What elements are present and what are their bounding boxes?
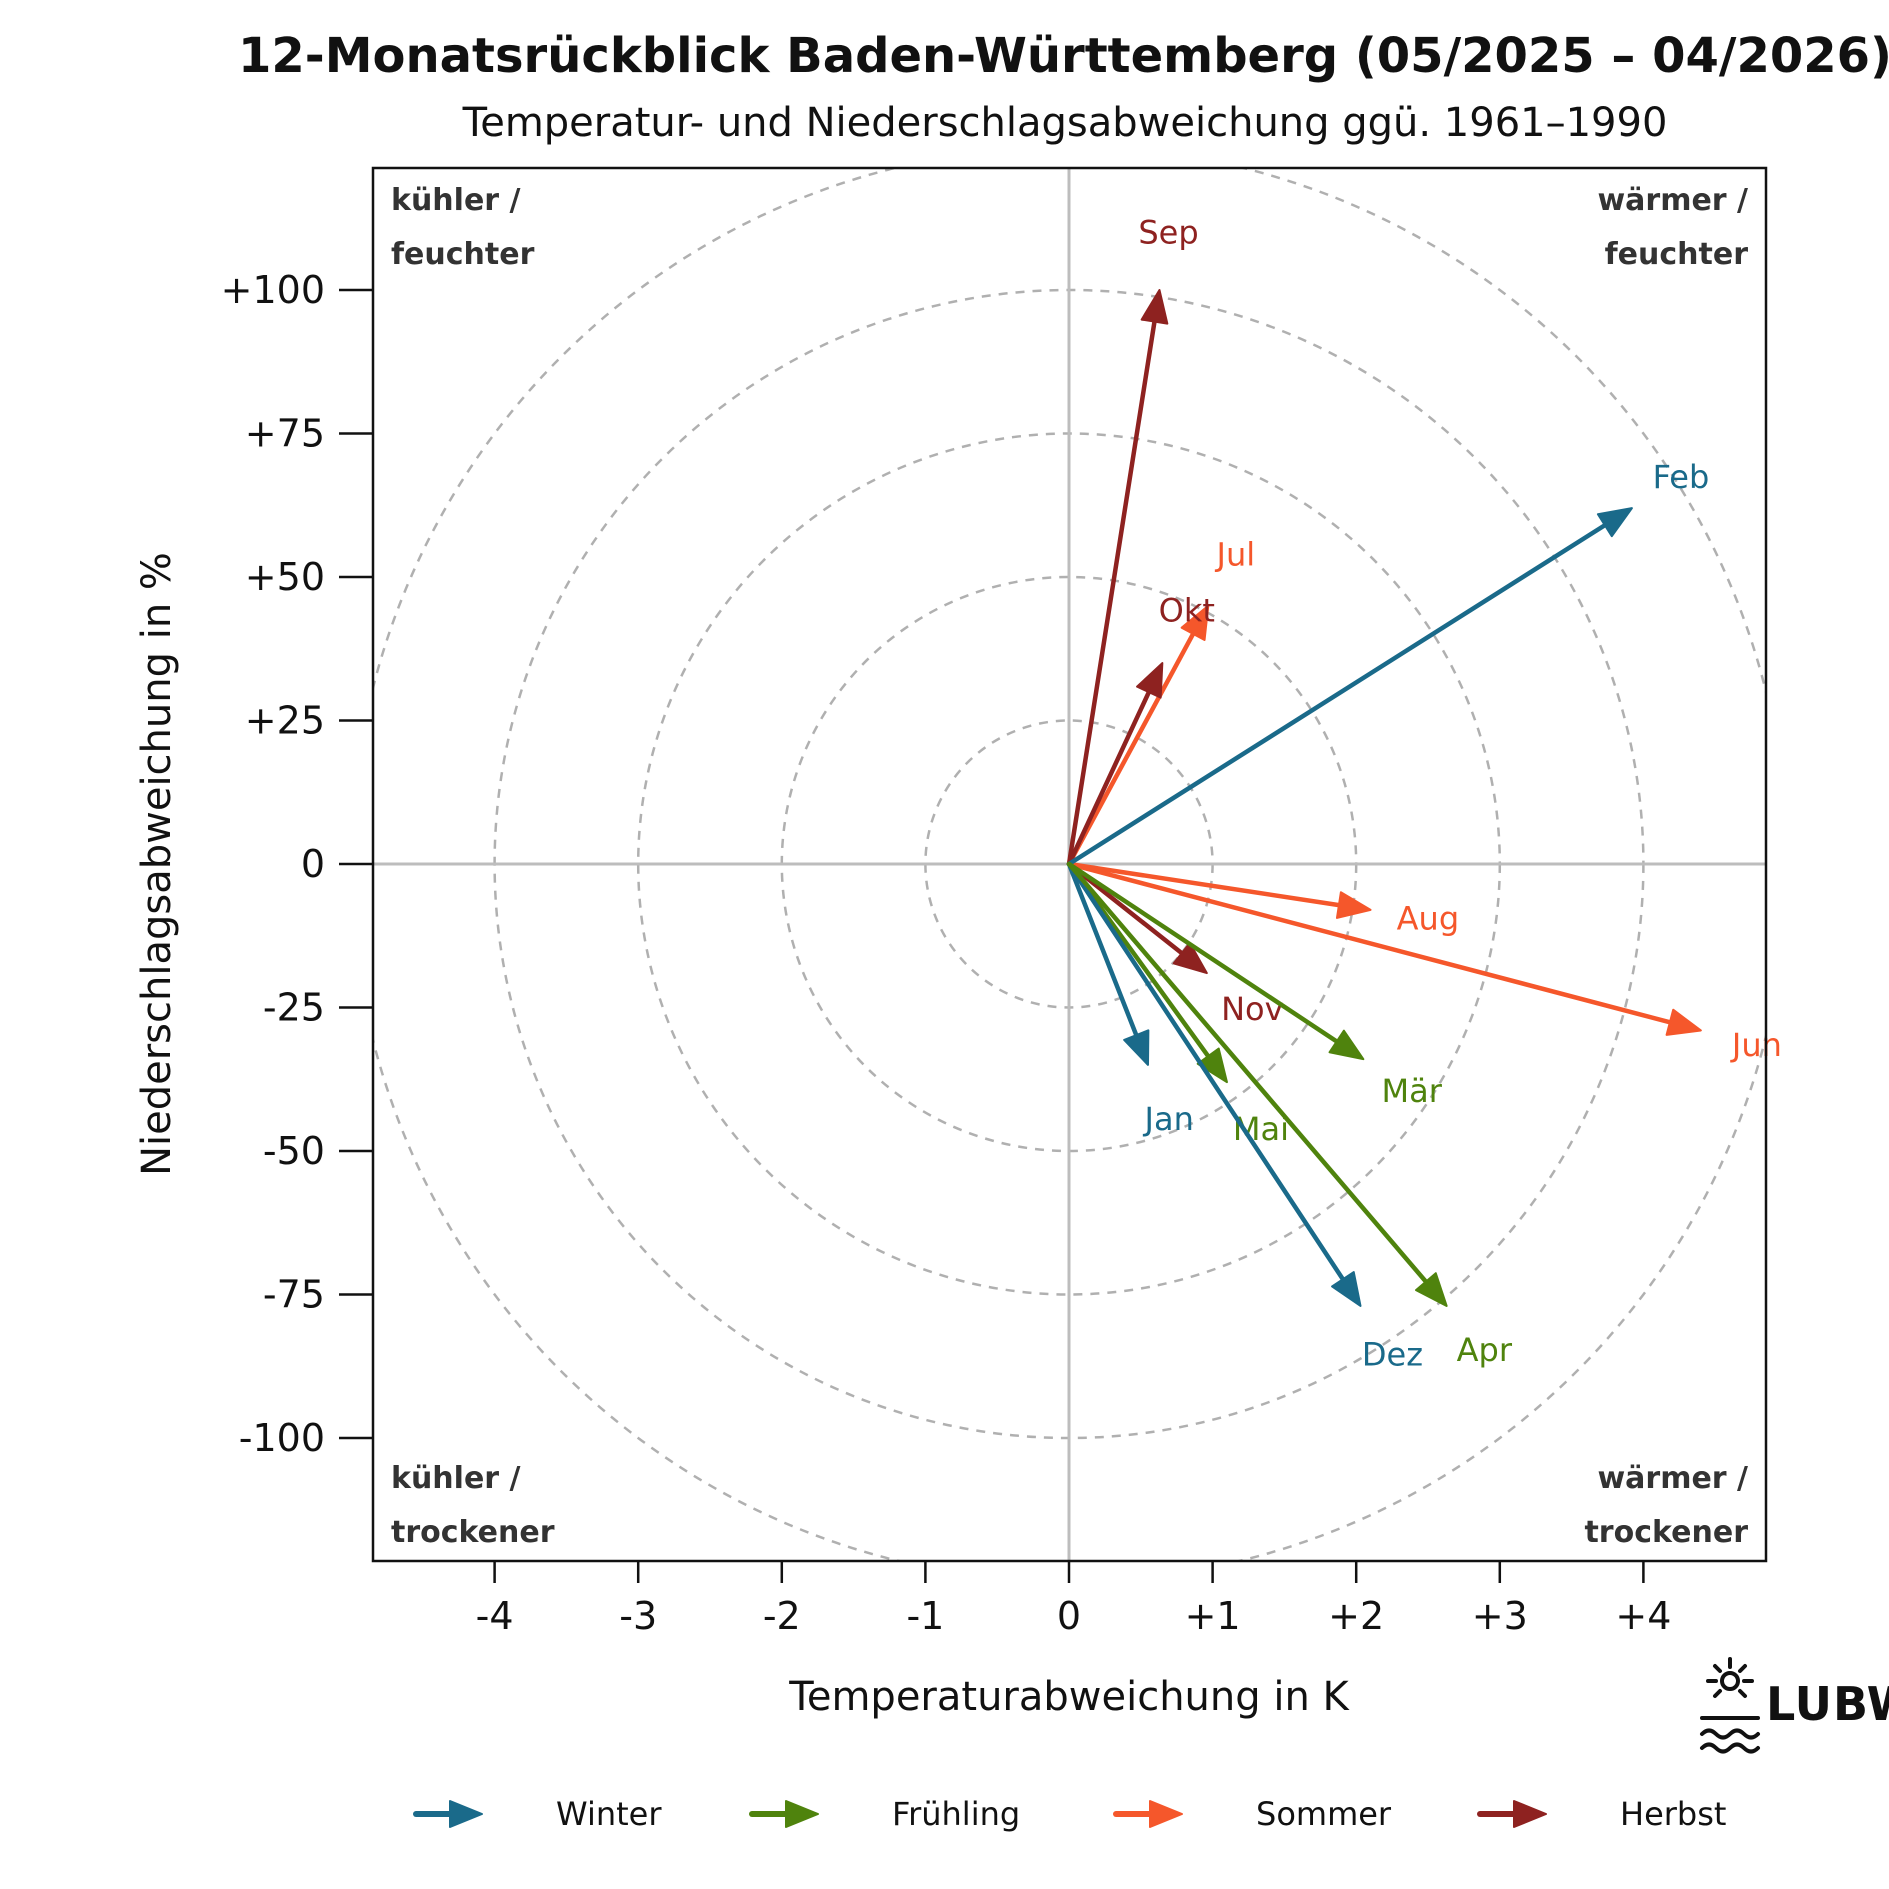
x-tick-label: +4: [1615, 1594, 1671, 1638]
vector-feb: Feb: [1066, 458, 1710, 867]
vector-dez: Dez: [1066, 861, 1423, 1373]
legend-item-3: Sommer: [1113, 1795, 1392, 1833]
vector-jun: Jun: [1066, 861, 1782, 1064]
svg-text:feuchter: feuchter: [391, 237, 535, 272]
legend-swatch-arrowhead: [785, 1800, 819, 1828]
y-axis: +100 +75 +50 +25 0 -25 -50 -75 -100: [221, 268, 373, 1460]
legend-label: Herbst: [1620, 1795, 1726, 1833]
svg-text:trockener: trockener: [1584, 1515, 1748, 1550]
vector-jul: Jul: [1066, 536, 1256, 867]
y-tick-label: -75: [263, 1273, 325, 1317]
vector-apr: Apr: [1066, 861, 1513, 1369]
vector-arrowhead: [1196, 1047, 1228, 1084]
vector-line: [1066, 517, 1616, 867]
vector-jan: Jan: [1066, 861, 1194, 1138]
legend-item-4: Herbst: [1477, 1795, 1726, 1833]
y-tick-label: +50: [245, 555, 325, 599]
point-label: Feb: [1653, 458, 1710, 496]
vector-line: [1066, 622, 1201, 867]
y-tick-label: 0: [301, 842, 325, 886]
x-axis-title: Temperaturabweichung in K: [788, 1674, 1350, 1720]
y-tick-label: +25: [245, 699, 325, 743]
vector-arrowhead: [1331, 1271, 1362, 1307]
sun-wave-icon: [1700, 1657, 1760, 1754]
x-tick-label: +1: [1185, 1594, 1241, 1638]
point-label: Jan: [1143, 1100, 1194, 1138]
x-tick-label: -2: [763, 1594, 801, 1638]
svg-text:feuchter: feuchter: [1605, 237, 1749, 272]
vector-arrowhead: [1172, 942, 1208, 975]
svg-text:trockener: trockener: [391, 1515, 555, 1550]
point-label: Nov: [1221, 990, 1283, 1028]
vector-okt: Okt: [1066, 592, 1215, 867]
vector-mär: Mär: [1066, 861, 1443, 1110]
vector-line: [1066, 861, 1143, 1047]
vector-line: [1066, 861, 1435, 1292]
vector-line: [1066, 680, 1156, 867]
legend-swatch-arrowhead: [449, 1800, 483, 1828]
y-tick-label: +100: [221, 268, 325, 312]
legend-swatch-arrowhead: [1149, 1800, 1183, 1828]
legend: Winter Frühling Sommer Herbst: [413, 1795, 1726, 1833]
legend-swatch-arrowhead: [1513, 1800, 1547, 1828]
y-axis-title: Niederschlagsabweichung in %: [134, 552, 180, 1176]
y-tick-label: -50: [263, 1129, 325, 1173]
vector-arrowhead: [1328, 1029, 1365, 1061]
vector-line: [1066, 861, 1348, 1050]
x-tick-label: -4: [476, 1594, 514, 1638]
quadrant-label-top-right: wärmer / feuchter: [1597, 183, 1748, 272]
vector-arrowhead: [1180, 604, 1210, 642]
vector-sep: Sep: [1066, 214, 1199, 867]
y-tick-label: -100: [239, 1416, 325, 1460]
y-tick-label: +75: [245, 412, 325, 456]
quadrant-label-bottom-right: wärmer / trockener: [1584, 1461, 1748, 1550]
x-tick-label: 0: [1057, 1594, 1081, 1638]
lubw-logo: LUBW: [1700, 1657, 1889, 1754]
legend-label: Sommer: [1256, 1795, 1392, 1833]
point-label: Jul: [1215, 536, 1256, 574]
vector-arrowhead: [1136, 662, 1164, 699]
point-label: Apr: [1457, 1331, 1513, 1369]
quadrant-label-top-left: kühler / feuchter: [391, 183, 535, 272]
x-tick-label: -1: [906, 1594, 944, 1638]
legend-item-1: Winter: [413, 1795, 662, 1833]
point-label: Okt: [1159, 592, 1215, 630]
x-tick-label: +3: [1472, 1594, 1528, 1638]
point-label: Jun: [1730, 1026, 1782, 1064]
svg-text:wärmer /: wärmer /: [1597, 183, 1748, 218]
svg-text:wärmer /: wärmer /: [1597, 1461, 1748, 1496]
quadrant-label-bottom-left: kühler / trockener: [391, 1461, 555, 1550]
chart-title: 12-Monatsrückblick Baden-Württemberg (05…: [238, 28, 1889, 84]
point-label: Mär: [1382, 1072, 1443, 1110]
y-tick-label: -25: [263, 986, 325, 1030]
point-label: Sep: [1138, 214, 1198, 252]
vector-line: [1066, 309, 1159, 867]
svg-text:kühler /: kühler /: [391, 1461, 521, 1496]
chart-subtitle: Temperatur- und Niederschlagsabweichung …: [462, 100, 1668, 146]
vector-arrowhead: [1123, 1029, 1150, 1066]
svg-text:kühler /: kühler /: [391, 183, 521, 218]
vector-arrowhead: [1140, 289, 1169, 325]
x-tick-label: -3: [619, 1594, 657, 1638]
logo-text: LUBW: [1766, 1677, 1889, 1731]
legend-label: Frühling: [892, 1795, 1020, 1833]
legend-item-2: Frühling: [749, 1795, 1020, 1833]
vector-line: [1066, 861, 1682, 1028]
vector-arrowhead: [1414, 1272, 1448, 1307]
x-axis: -4 -3 -2 -1 0 +1 +2 +3 +4: [476, 1561, 1671, 1638]
vector-arrowhead: [1335, 891, 1372, 919]
x-tick-label: +2: [1328, 1594, 1384, 1638]
point-label: Aug: [1397, 900, 1459, 938]
vector-arrowhead: [1665, 1008, 1702, 1036]
point-label: Dez: [1362, 1335, 1423, 1373]
legend-label: Winter: [556, 1795, 662, 1833]
vector-aug: Aug: [1066, 861, 1459, 938]
vector-line: [1066, 861, 1351, 1290]
vector-arrowhead: [1596, 507, 1633, 538]
vector-line: [1066, 861, 1352, 909]
